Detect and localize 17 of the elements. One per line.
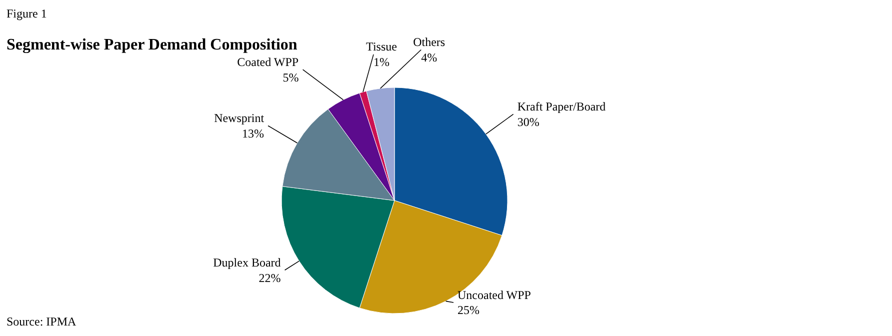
slice-label: Kraft Paper/Board bbox=[517, 99, 606, 114]
slice-label: Duplex Board bbox=[213, 255, 281, 270]
slice-label: Uncoated WPP bbox=[457, 288, 532, 302]
data-label: 22% bbox=[258, 270, 281, 285]
chart-title: Segment-wise Paper Demand Composition bbox=[6, 36, 298, 54]
data-label: 5% bbox=[282, 70, 299, 84]
data-label: 1% bbox=[374, 55, 390, 70]
caption: Figure 1 bbox=[6, 6, 47, 20]
slice-label: Tissue bbox=[366, 40, 397, 54]
source-note: Source: IPMA bbox=[6, 314, 76, 328]
slice-label: Coated WPP bbox=[237, 54, 299, 69]
data-label: 13% bbox=[242, 126, 264, 140]
slice-label: Others bbox=[413, 35, 446, 50]
data-label: 25% bbox=[457, 303, 480, 318]
data-label: 4% bbox=[421, 50, 438, 64]
data-label: 30% bbox=[517, 114, 540, 129]
slice-label: Newsprint bbox=[214, 111, 265, 126]
